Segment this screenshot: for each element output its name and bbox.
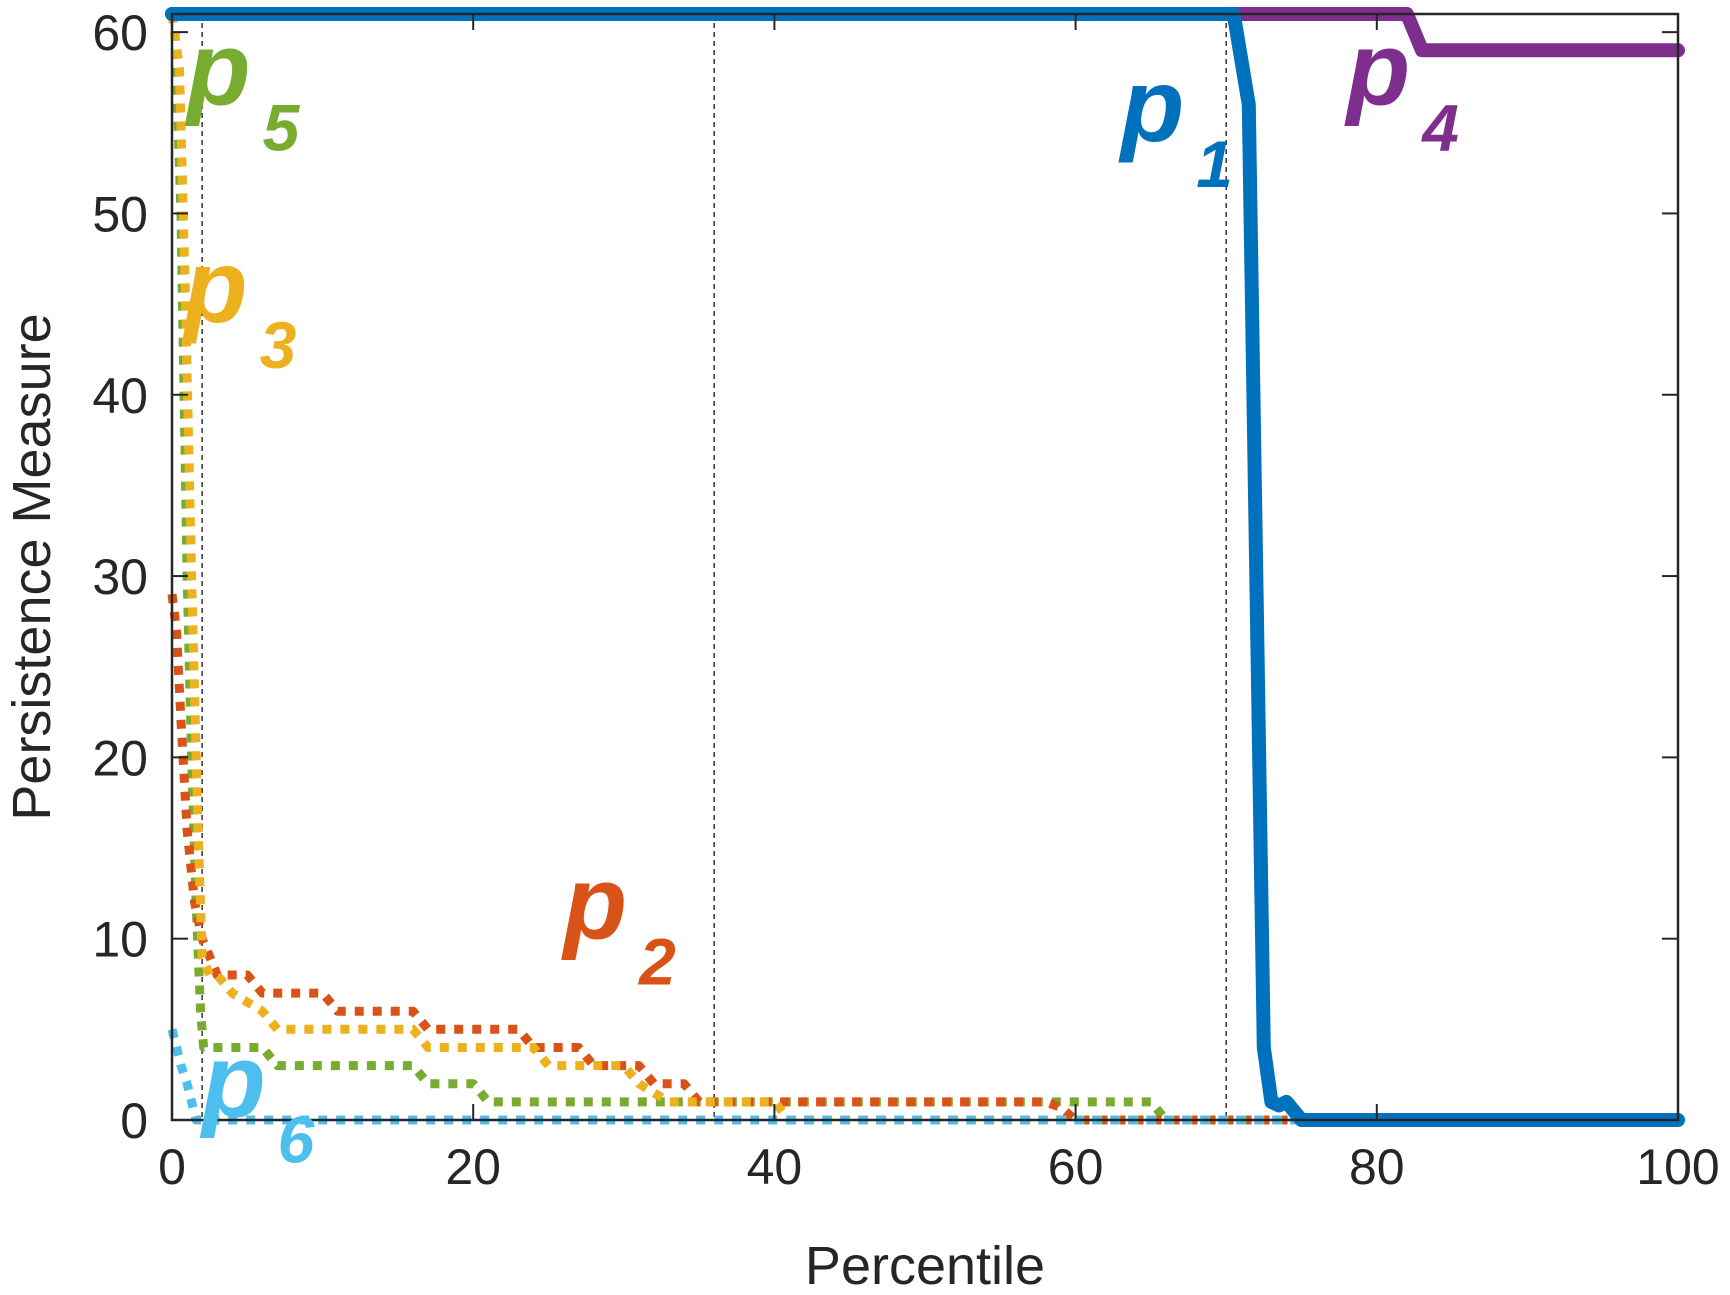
- x-tick-label: 0: [158, 1139, 186, 1195]
- y-tick-label: 0: [120, 1093, 148, 1149]
- y-tick-label: 60: [92, 5, 148, 61]
- axis-ticks: 0 20 40 60 80 100 0 10 20 30 40 50 60: [92, 5, 1719, 1195]
- x-tick-label: 40: [747, 1139, 803, 1195]
- series-line-p5: [167, 13, 1678, 1125]
- y-tick-label: 40: [92, 368, 148, 424]
- x-tick-label: 60: [1048, 1139, 1104, 1195]
- series-labels: p 1 p 2 p 3 p 4 p 5 p 6: [181, 12, 1459, 1177]
- axes-box: [170, 12, 1680, 1122]
- x-tick-label: 20: [445, 1139, 501, 1195]
- series-line-p2: [167, 593, 1678, 1125]
- y-tick-label: 20: [92, 730, 148, 786]
- reference-lines: [201, 14, 1227, 1120]
- y-tick-label: 30: [92, 549, 148, 605]
- series-lines: [165, 7, 1685, 1127]
- x-tick-label: 100: [1636, 1139, 1719, 1195]
- y-tick-label: 50: [92, 186, 148, 242]
- x-axis-label: Percentile: [805, 1236, 1045, 1295]
- y-tick-label: 10: [92, 912, 148, 968]
- series-line-p3: [167, 13, 1678, 1125]
- series-line-p1: [165, 7, 1685, 1127]
- x-tick-label: 80: [1349, 1139, 1405, 1195]
- y-axis-label: Persistence Measure: [2, 313, 62, 820]
